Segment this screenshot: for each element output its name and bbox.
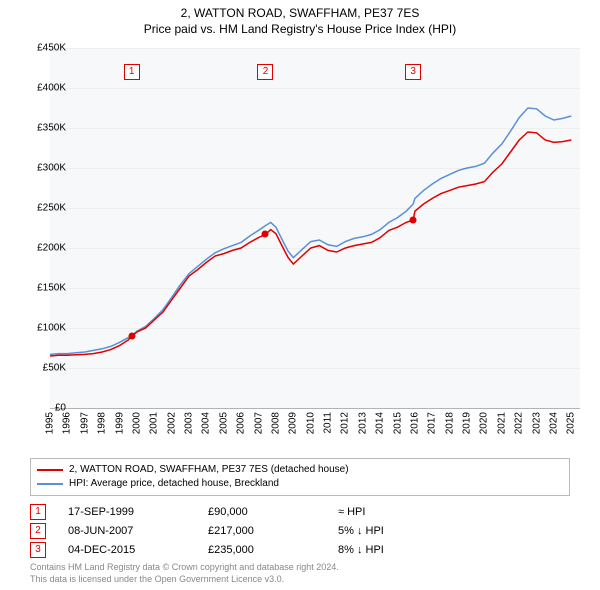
x-tick-label: 1998 xyxy=(97,412,108,434)
y-tick-label: £300K xyxy=(22,163,66,174)
x-tick-label: 2022 xyxy=(514,412,525,434)
x-tick-label: 2015 xyxy=(392,412,403,434)
chart-container: 2, WATTON ROAD, SWAFFHAM, PE37 7ES Price… xyxy=(0,0,600,590)
x-tick-label: 2003 xyxy=(184,412,195,434)
sale-row: 2 08-JUN-2007£217,0005% ↓ HPI xyxy=(30,521,570,540)
sale-diff: 5% ↓ HPI xyxy=(338,525,570,537)
sale-date: 08-JUN-2007 xyxy=(68,525,208,537)
sale-marker: 2 xyxy=(257,64,273,80)
x-tick-label: 2009 xyxy=(288,412,299,434)
y-tick-label: £100K xyxy=(22,323,66,334)
sale-dot xyxy=(262,231,269,238)
sale-row: 1 17-SEP-1999£90,000≈ HPI xyxy=(30,502,570,521)
chart-svg xyxy=(50,48,580,408)
y-tick-label: £200K xyxy=(22,243,66,254)
series-hpi xyxy=(50,108,571,354)
gridline xyxy=(50,368,580,369)
legend-label: 2, WATTON ROAD, SWAFFHAM, PE37 7ES (deta… xyxy=(69,463,349,477)
gridline xyxy=(50,168,580,169)
gridline xyxy=(50,88,580,89)
sale-price: £217,000 xyxy=(208,525,338,537)
x-tick-label: 2005 xyxy=(218,412,229,434)
x-tick-label: 1999 xyxy=(114,412,125,434)
sale-dot xyxy=(128,333,135,340)
title-block: 2, WATTON ROAD, SWAFFHAM, PE37 7ES Price… xyxy=(0,0,600,37)
y-tick-label: £350K xyxy=(22,123,66,134)
x-tick-label: 2010 xyxy=(305,412,316,434)
sale-marker: 3 xyxy=(405,64,421,80)
sale-marker: 1 xyxy=(124,64,140,80)
sale-dot xyxy=(410,217,417,224)
y-tick-label: £250K xyxy=(22,203,66,214)
x-tick-label: 2008 xyxy=(270,412,281,434)
footer-text: Contains HM Land Registry data © Crown c… xyxy=(30,562,339,585)
sale-price: £235,000 xyxy=(208,544,338,556)
gridline xyxy=(50,128,580,129)
x-tick-label: 2012 xyxy=(340,412,351,434)
sale-idx: 3 xyxy=(30,542,46,558)
y-tick-label: £150K xyxy=(22,283,66,294)
footer-line2: This data is licensed under the Open Gov… xyxy=(30,574,339,586)
x-tick-label: 2000 xyxy=(131,412,142,434)
gridline xyxy=(50,208,580,209)
x-tick-label: 2018 xyxy=(444,412,455,434)
sale-date: 17-SEP-1999 xyxy=(68,506,208,518)
x-tick-label: 2023 xyxy=(531,412,542,434)
sale-idx: 1 xyxy=(30,504,46,520)
x-tick-label: 2021 xyxy=(496,412,507,434)
x-tick-label: 2017 xyxy=(427,412,438,434)
x-tick-label: 1996 xyxy=(62,412,73,434)
sale-date: 04-DEC-2015 xyxy=(68,544,208,556)
legend-swatch xyxy=(37,483,63,485)
x-tick-label: 2013 xyxy=(357,412,368,434)
legend-label: HPI: Average price, detached house, Brec… xyxy=(69,477,279,491)
gridline xyxy=(50,328,580,329)
footer-line1: Contains HM Land Registry data © Crown c… xyxy=(30,562,339,574)
legend-row: 2, WATTON ROAD, SWAFFHAM, PE37 7ES (deta… xyxy=(37,463,563,477)
x-tick-label: 2025 xyxy=(566,412,577,434)
legend-swatch xyxy=(37,469,63,471)
title-line2: Price paid vs. HM Land Registry's House … xyxy=(0,22,600,38)
plot-area: 1 2 3 xyxy=(50,48,580,409)
x-tick-label: 2004 xyxy=(201,412,212,434)
series-price_paid xyxy=(50,132,571,356)
sales-table: 1 17-SEP-1999£90,000≈ HPI 2 08-JUN-2007£217… xyxy=(30,502,570,559)
sale-idx: 2 xyxy=(30,523,46,539)
title-line1: 2, WATTON ROAD, SWAFFHAM, PE37 7ES xyxy=(0,6,600,22)
x-tick-label: 2006 xyxy=(236,412,247,434)
x-tick-label: 2024 xyxy=(548,412,559,434)
gridline xyxy=(50,48,580,49)
x-tick-label: 2016 xyxy=(409,412,420,434)
x-tick-label: 1995 xyxy=(45,412,56,434)
legend-box: 2, WATTON ROAD, SWAFFHAM, PE37 7ES (deta… xyxy=(30,458,570,496)
x-tick-label: 2019 xyxy=(462,412,473,434)
x-tick-label: 2014 xyxy=(375,412,386,434)
sale-row: 3 04-DEC-2015£235,0008% ↓ HPI xyxy=(30,540,570,559)
gridline xyxy=(50,248,580,249)
gridline xyxy=(50,408,580,409)
x-tick-label: 2007 xyxy=(253,412,264,434)
sale-price: £90,000 xyxy=(208,506,338,518)
y-tick-label: £450K xyxy=(22,43,66,54)
y-tick-label: £50K xyxy=(22,363,66,374)
x-tick-label: 2020 xyxy=(479,412,490,434)
legend-row: HPI: Average price, detached house, Brec… xyxy=(37,477,563,491)
x-tick-label: 2002 xyxy=(166,412,177,434)
x-tick-label: 2001 xyxy=(149,412,160,434)
sale-diff: 8% ↓ HPI xyxy=(338,544,570,556)
sale-diff: ≈ HPI xyxy=(338,506,570,518)
gridline xyxy=(50,288,580,289)
y-tick-label: £400K xyxy=(22,83,66,94)
x-tick-label: 2011 xyxy=(323,412,334,434)
x-tick-label: 1997 xyxy=(79,412,90,434)
